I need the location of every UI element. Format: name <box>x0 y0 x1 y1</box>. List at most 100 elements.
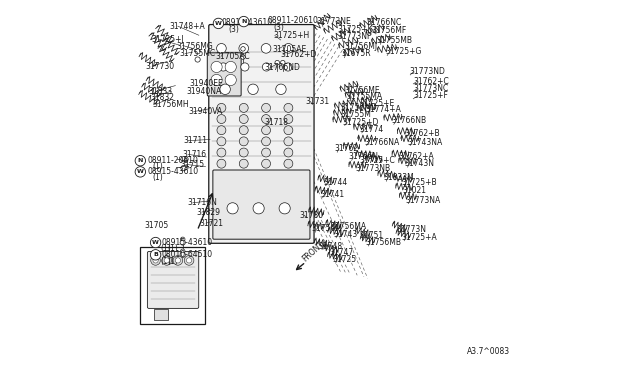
Circle shape <box>217 103 226 112</box>
Text: 31940VA: 31940VA <box>189 107 223 116</box>
Text: 31725+C: 31725+C <box>360 156 395 165</box>
Bar <box>140 247 205 324</box>
Text: 31774: 31774 <box>360 125 384 134</box>
Text: 31743N: 31743N <box>405 159 435 168</box>
Circle shape <box>227 203 238 214</box>
Text: 31715: 31715 <box>180 160 204 169</box>
Text: 31762+D: 31762+D <box>280 50 317 59</box>
Text: 31731: 31731 <box>306 97 330 106</box>
Text: 31725+J: 31725+J <box>152 35 184 44</box>
Circle shape <box>211 74 222 86</box>
Circle shape <box>284 126 293 135</box>
Circle shape <box>225 61 236 73</box>
Text: 31829: 31829 <box>196 208 220 217</box>
Text: 31716N: 31716N <box>187 198 217 207</box>
Text: 31766ND: 31766ND <box>264 63 300 72</box>
Text: 31725+F: 31725+F <box>413 92 448 100</box>
Text: FRONT: FRONT <box>301 239 326 263</box>
Text: 31716: 31716 <box>183 150 207 159</box>
Text: 31743: 31743 <box>333 230 357 239</box>
Text: 31741: 31741 <box>320 190 344 199</box>
Text: 31021: 31021 <box>403 186 427 195</box>
Text: 31751: 31751 <box>360 231 384 240</box>
Text: 31721: 31721 <box>200 219 223 228</box>
Circle shape <box>180 249 185 253</box>
Circle shape <box>220 84 230 94</box>
Text: 31833M: 31833M <box>383 173 414 182</box>
Circle shape <box>217 115 226 124</box>
Text: 31755MC: 31755MC <box>179 49 216 58</box>
Text: 31773NB: 31773NB <box>356 164 391 173</box>
Circle shape <box>150 250 161 260</box>
Text: 08010-64510: 08010-64510 <box>162 250 213 259</box>
Text: 31705AC: 31705AC <box>216 52 250 61</box>
Text: 31756MJ: 31756MJ <box>344 42 378 51</box>
Text: 31766NA: 31766NA <box>364 138 399 147</box>
Text: 31725+D: 31725+D <box>342 118 379 126</box>
Text: 31755M: 31755M <box>340 110 371 119</box>
Circle shape <box>253 203 264 214</box>
Text: 31725+K: 31725+K <box>337 25 372 33</box>
Text: (3): (3) <box>273 23 284 32</box>
Circle shape <box>217 126 226 135</box>
Circle shape <box>175 258 180 263</box>
Circle shape <box>164 258 170 263</box>
FancyBboxPatch shape <box>213 170 310 239</box>
Circle shape <box>239 115 248 124</box>
Text: (3): (3) <box>228 25 239 33</box>
Circle shape <box>241 55 245 59</box>
Circle shape <box>262 103 271 112</box>
Circle shape <box>162 256 172 265</box>
Text: 31756MF: 31756MF <box>371 26 406 35</box>
Text: 317730: 317730 <box>145 62 174 71</box>
Text: 31725+E: 31725+E <box>359 99 394 108</box>
Text: 31755MA: 31755MA <box>347 92 383 101</box>
Text: 08911-20610: 08911-20610 <box>147 156 198 165</box>
Text: 31762+B: 31762+B <box>404 129 440 138</box>
Circle shape <box>180 240 186 245</box>
Text: N: N <box>138 158 143 163</box>
Text: 31832: 31832 <box>150 93 174 102</box>
Circle shape <box>195 57 200 62</box>
Text: (1): (1) <box>168 257 178 266</box>
Bar <box>154 309 168 320</box>
Circle shape <box>262 115 271 124</box>
Circle shape <box>262 137 271 146</box>
Text: B: B <box>153 252 158 257</box>
Text: 08911-20610: 08911-20610 <box>268 16 319 25</box>
Circle shape <box>284 103 293 112</box>
Circle shape <box>184 157 188 161</box>
Text: 31766N: 31766N <box>349 153 379 161</box>
Text: 31744: 31744 <box>323 178 348 187</box>
FancyBboxPatch shape <box>147 251 199 308</box>
Circle shape <box>151 256 161 265</box>
Circle shape <box>284 63 292 71</box>
Text: (1): (1) <box>161 244 172 253</box>
Text: 31940NA: 31940NA <box>186 87 221 96</box>
Text: 31766NB: 31766NB <box>392 116 426 125</box>
Circle shape <box>239 159 248 168</box>
Circle shape <box>173 256 183 265</box>
Text: 31747: 31747 <box>330 248 354 257</box>
Text: 31833: 31833 <box>149 87 173 96</box>
Text: 31774+A: 31774+A <box>365 105 401 114</box>
Text: 31756ME: 31756ME <box>344 86 380 94</box>
Circle shape <box>239 148 248 157</box>
Text: 31675R: 31675R <box>342 49 371 58</box>
Circle shape <box>217 137 226 146</box>
Circle shape <box>217 159 226 168</box>
Text: 31756MB: 31756MB <box>365 238 401 247</box>
Circle shape <box>239 16 249 27</box>
Text: 31755MB: 31755MB <box>376 36 413 45</box>
Text: 08915-43610: 08915-43610 <box>221 18 272 27</box>
Text: (1): (1) <box>152 173 163 182</box>
Text: 31773NA: 31773NA <box>406 196 441 205</box>
Text: 31762+A: 31762+A <box>398 153 434 161</box>
Circle shape <box>225 74 236 86</box>
Circle shape <box>275 60 280 65</box>
Text: 31725: 31725 <box>333 255 356 264</box>
Text: 31743NA: 31743NA <box>408 138 443 147</box>
Text: 31725+A: 31725+A <box>401 233 437 242</box>
Text: 31773NF: 31773NF <box>337 32 371 41</box>
Circle shape <box>284 115 293 124</box>
